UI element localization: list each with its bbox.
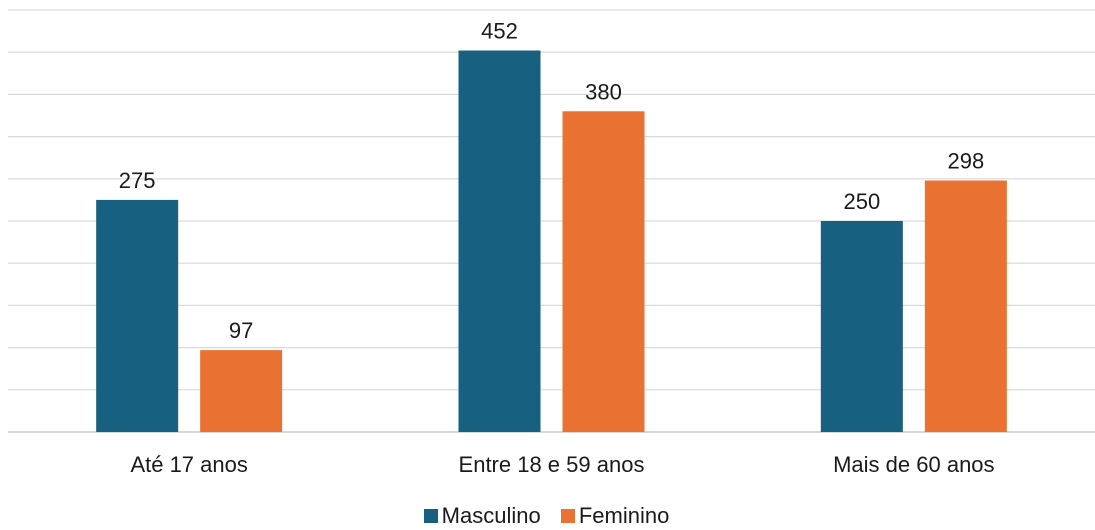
data-label-feminino: 380 <box>585 79 622 104</box>
bar-masculino <box>820 221 903 432</box>
data-label-masculino: 250 <box>843 189 880 214</box>
bar-masculino <box>458 50 541 433</box>
x-tick-label: Mais de 60 anos <box>833 452 994 477</box>
legend-item-feminino: Feminino <box>560 503 670 529</box>
data-label-feminino: 298 <box>947 148 984 173</box>
x-tick-label: Até 17 anos <box>130 452 247 477</box>
legend-label-masculino: Masculino <box>441 503 541 528</box>
x-axis: Até 17 anos Entre 18 e 59 anos Mais de 60 … <box>130 452 994 477</box>
bar-chart: 275 97 452 380 250 298 Até 17 anos Entre 18 e … <box>8 9 1095 477</box>
legend-item-masculino: Masculino <box>423 503 541 529</box>
legend-label-feminino: Feminino <box>578 503 670 528</box>
bar-feminino <box>924 180 1007 432</box>
gridlines <box>8 9 1095 433</box>
bar-masculino <box>96 199 179 432</box>
legend: Masculino Feminino <box>0 503 1095 529</box>
bar-feminino <box>200 350 283 432</box>
data-label-masculino: 452 <box>481 19 518 44</box>
data-labels: 275 97 452 380 250 298 <box>119 19 984 344</box>
legend-swatch-feminino <box>560 509 575 523</box>
legend-swatch-masculino <box>423 509 438 523</box>
x-tick-label: Entre 18 e 59 anos <box>459 452 645 477</box>
bars <box>96 50 1007 433</box>
bar-feminino <box>562 111 645 432</box>
data-label-feminino: 97 <box>229 318 253 343</box>
data-label-masculino: 275 <box>119 168 156 193</box>
